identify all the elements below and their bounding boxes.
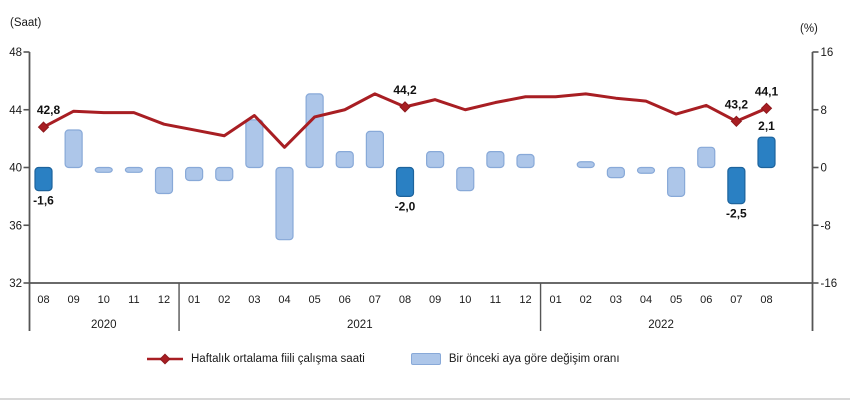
bar-legend-swatch (410, 353, 441, 365)
legend-item-line: Haftalık ortalama fiili çalışma saati (146, 352, 365, 366)
month-label: 04 (640, 294, 652, 306)
legend-item-bar: Bir önceki aya göre değişim oranı (410, 353, 620, 365)
month-label: 10 (98, 294, 110, 306)
left-axis-tick-label: 44 (9, 105, 22, 117)
change-bar-09 (64, 129, 83, 169)
month-label: 02 (580, 294, 592, 306)
change-bar-12 (516, 153, 535, 169)
line-value-label: 42,8 (37, 103, 61, 117)
month-label: 07 (730, 294, 742, 306)
month-label: 05 (309, 294, 321, 306)
month-label: 04 (278, 294, 290, 306)
bar-value-label: -2,5 (726, 207, 747, 221)
month-label: 09 (429, 294, 441, 306)
right-axis-tick-label: 8 (821, 105, 827, 117)
change-bar-08 (757, 136, 776, 169)
change-bar-02 (215, 166, 234, 182)
change-bar-08 (34, 166, 53, 192)
month-label: 11 (128, 294, 139, 306)
month-label: 05 (670, 294, 682, 306)
line-value-label: 44,2 (393, 83, 417, 97)
line-marker (399, 101, 411, 113)
bar-value-label: -2,0 (395, 199, 416, 213)
line-marker (760, 102, 773, 115)
change-bar-09 (426, 151, 445, 169)
legend-bar-label: Bir önceki aya göre değişim oranı (448, 353, 620, 365)
right-axis-tick-label: 0 (821, 163, 827, 175)
change-bar-03 (606, 166, 625, 179)
right-axis-tick-label: -16 (821, 278, 838, 290)
month-label: 03 (610, 294, 622, 306)
month-label: 02 (218, 294, 230, 306)
change-bar-07 (365, 130, 384, 169)
year-label: 2021 (347, 319, 373, 331)
month-label: 08 (399, 294, 411, 306)
change-bar-10 (456, 166, 475, 192)
month-label: 08 (37, 294, 49, 306)
month-label: 08 (760, 294, 772, 306)
year-label: 2022 (648, 319, 674, 331)
change-bar-07 (727, 166, 746, 205)
change-bar-04 (275, 166, 294, 241)
month-label: 01 (188, 294, 200, 306)
chart-plot: 48 44 40 36 32 16 8 0 -8 -16 2020 2021 2022 08 09 10 11 1… (9, 47, 838, 331)
month-label: 01 (550, 294, 562, 306)
month-label: 12 (158, 294, 170, 306)
left-axis-tick-label: 32 (9, 278, 22, 290)
left-axis-unit-label: (Saat) (10, 17, 42, 29)
change-bar-05 (305, 93, 324, 169)
change-bar-11 (124, 166, 143, 173)
change-bar-11 (486, 151, 505, 169)
month-label: 12 (519, 294, 531, 306)
month-label: 07 (369, 294, 381, 306)
change-bar-01 (185, 166, 204, 182)
change-bar-05 (667, 166, 686, 197)
month-label: 06 (700, 294, 712, 306)
right-axis-tick-label: 16 (821, 47, 834, 59)
right-axis-tick-label: -8 (821, 220, 831, 232)
bar-value-label: 2,1 (758, 119, 775, 133)
year-label: 2020 (91, 319, 117, 331)
bar-value-label: -1,6 (33, 194, 54, 208)
line-marker (730, 115, 743, 128)
change-bar-10 (94, 166, 113, 173)
change-bar-12 (154, 166, 174, 195)
line-marker (37, 121, 50, 133)
change-bar-02 (576, 161, 595, 169)
change-bar-03 (245, 119, 264, 169)
month-label: 09 (68, 294, 80, 306)
legend-line-label: Haftalık ortalama fiili çalışma saati (191, 353, 365, 365)
left-axis-tick-label: 40 (9, 163, 22, 175)
change-bar-06 (697, 146, 716, 169)
left-axis-tick-label: 48 (9, 47, 22, 59)
line-value-label: 44,1 (755, 84, 779, 98)
month-label: 10 (459, 294, 471, 306)
month-label: 06 (339, 294, 351, 306)
change-bar-06 (335, 151, 354, 169)
line-legend-marker (147, 353, 183, 365)
month-label: 11 (490, 294, 501, 306)
line-value-label: 43,2 (725, 97, 749, 111)
change-bar-08 (395, 166, 415, 197)
month-label: 03 (248, 294, 260, 306)
legend: Haftalık ortalama fiili çalışma saati Bi… (146, 352, 620, 366)
change-bar-04 (636, 166, 656, 174)
left-axis-tick-label: 36 (9, 220, 22, 232)
right-axis-unit-label: (%) (800, 23, 818, 35)
